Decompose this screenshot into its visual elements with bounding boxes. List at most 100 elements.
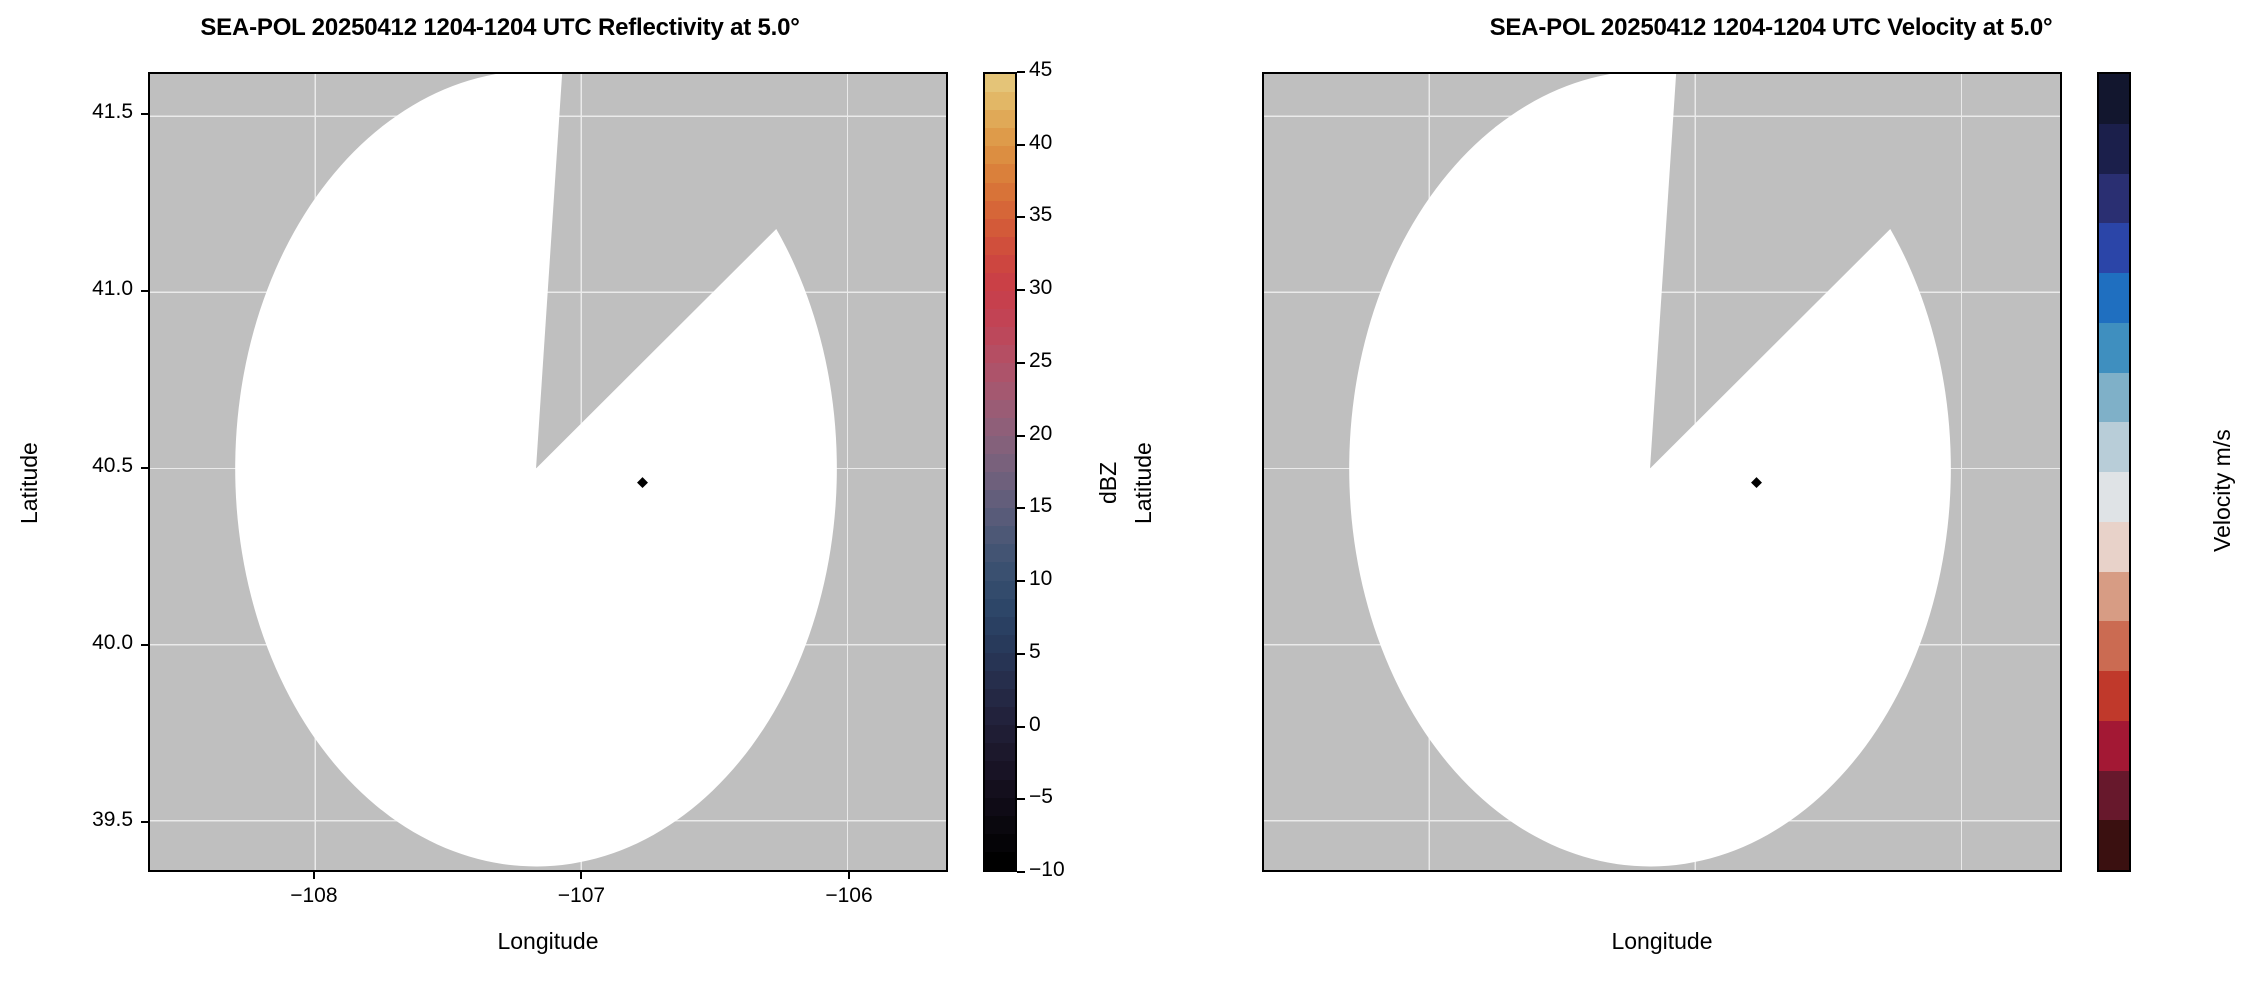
colorbar-tick-mark	[1017, 798, 1025, 801]
y-axis-title-reflectivity: Latitude	[16, 442, 42, 524]
colorbar-segment	[985, 326, 1015, 346]
colorbar-segment	[985, 815, 1015, 834]
colorbar-segment	[985, 489, 1015, 509]
colorbar-tick-label: 40	[1029, 130, 1053, 154]
colorbar-segment	[2099, 421, 2129, 472]
colorbar-tick-mark	[1017, 289, 1025, 292]
colorbar-segment	[985, 597, 1015, 617]
y-tick-mark	[141, 821, 148, 824]
colorbar-segment	[985, 760, 1015, 780]
colorbar-segment	[985, 634, 1015, 653]
y-axis-title-velocity: Latitude	[1130, 442, 1156, 524]
colorbar-segment	[985, 851, 1015, 870]
x-tick-label: −108	[290, 884, 338, 907]
colorbar-segment	[985, 471, 1015, 491]
colorbar-tick-mark	[1017, 216, 1025, 219]
colorbar-tick-label: −10	[1029, 858, 1065, 881]
colorbar-segment	[985, 561, 1015, 581]
panel-title-velocity: SEA-POL 20250412 1204-1204 UTC Velocity …	[1489, 14, 2053, 41]
plot-area-velocity	[1262, 72, 2062, 872]
y-tick-mark	[141, 644, 148, 647]
colorbar-segment	[985, 362, 1015, 382]
colorbar-segment	[985, 163, 1015, 183]
colorbar-segment	[985, 398, 1015, 418]
colorbar-segment	[2099, 272, 2129, 323]
colorbar-segment	[985, 344, 1015, 364]
colorbar-segment	[2099, 471, 2129, 522]
colorbar-segment	[985, 525, 1015, 545]
colorbar-segment	[985, 308, 1015, 328]
colorbar-segment	[985, 453, 1015, 472]
colorbar-segment	[2099, 322, 2129, 373]
x-tick-mark	[848, 872, 850, 879]
colorbar-segment	[2099, 670, 2129, 721]
colorbar-segment	[985, 688, 1015, 708]
colorbar-tick-mark	[1017, 361, 1025, 364]
colorbar-segment	[985, 652, 1015, 671]
colorbar-tick-mark	[1017, 580, 1025, 583]
colorbar-tick-mark	[1017, 507, 1025, 510]
colorbar-segment	[985, 218, 1015, 237]
colorbar-segment	[2099, 123, 2129, 174]
colorbar-title-velocity: Velocity m/s	[2209, 429, 2235, 552]
colorbar-tick-mark	[1017, 71, 1025, 73]
y-tick-mark	[141, 290, 148, 293]
colorbar-segment	[2099, 74, 2129, 124]
colorbar-tick-mark	[1017, 143, 1025, 146]
colorbar-segment	[985, 670, 1015, 690]
colorbar-tick-label: 20	[1029, 421, 1053, 445]
colorbar-segment	[985, 127, 1015, 147]
colorbar-tick-label: 45	[1029, 58, 1053, 81]
colorbar-reflectivity	[983, 72, 1017, 872]
colorbar-tick-mark	[1017, 871, 1025, 873]
colorbar-segment	[985, 796, 1015, 816]
colorbar-segment	[985, 74, 1015, 93]
colorbar-tick-label: 15	[1029, 494, 1053, 518]
colorbar-segment	[985, 236, 1015, 255]
y-tick-mark	[141, 467, 148, 470]
colorbar-segment	[985, 579, 1015, 599]
colorbar-tick-mark	[1017, 434, 1025, 437]
colorbar-segment	[985, 199, 1015, 219]
y-tick-label: 41.0	[92, 277, 133, 301]
x-tick-mark	[312, 872, 315, 879]
colorbar-segment	[985, 724, 1015, 744]
colorbar-title-reflectivity: dBZ	[1095, 461, 1121, 504]
colorbar-segment	[2099, 222, 2129, 273]
y-tick-label: 40.0	[92, 631, 133, 655]
y-tick-mark	[141, 113, 148, 116]
colorbar-segment	[985, 742, 1015, 762]
radar-sweep-velocity	[1264, 74, 2060, 870]
colorbar-segment	[985, 616, 1015, 635]
colorbar-tick-label: 25	[1029, 348, 1053, 372]
colorbar-velocity	[2097, 72, 2131, 872]
x-tick-mark	[580, 872, 583, 879]
colorbar-segment	[2099, 371, 2129, 423]
colorbar-segment	[985, 91, 1015, 111]
colorbar-segment	[2099, 620, 2129, 671]
y-tick-label: 40.5	[92, 454, 133, 478]
colorbar-segment	[985, 417, 1015, 436]
x-tick-label: −107	[557, 884, 606, 907]
y-tick-label: 41.5	[92, 100, 133, 124]
radar-coverage-area	[1349, 74, 1951, 867]
x-tick-label: −106	[825, 884, 873, 907]
colorbar-segment	[985, 181, 1015, 201]
colorbar-tick-label: 0	[1029, 712, 1041, 736]
colorbar-segment	[985, 290, 1015, 310]
y-tick-label: 39.5	[92, 808, 133, 832]
radar-sweep-reflectivity	[150, 74, 946, 870]
plot-area-reflectivity	[148, 72, 948, 872]
x-axis-title-reflectivity: Longitude	[497, 928, 599, 954]
colorbar-segment	[985, 706, 1015, 726]
radar-coverage-area	[235, 74, 837, 867]
colorbar-segment	[2099, 720, 2129, 771]
colorbar-tick-label: −5	[1029, 785, 1053, 809]
colorbar-segment	[985, 833, 1015, 852]
panel-title-reflectivity: SEA-POL 20250412 1204-1204 UTC Reflectiv…	[200, 14, 800, 41]
colorbar-segment	[2099, 570, 2129, 622]
colorbar-tick-label: 10	[1029, 567, 1053, 591]
colorbar-tick-label: 5	[1029, 639, 1041, 663]
x-axis-title-velocity: Longitude	[1611, 928, 1713, 954]
